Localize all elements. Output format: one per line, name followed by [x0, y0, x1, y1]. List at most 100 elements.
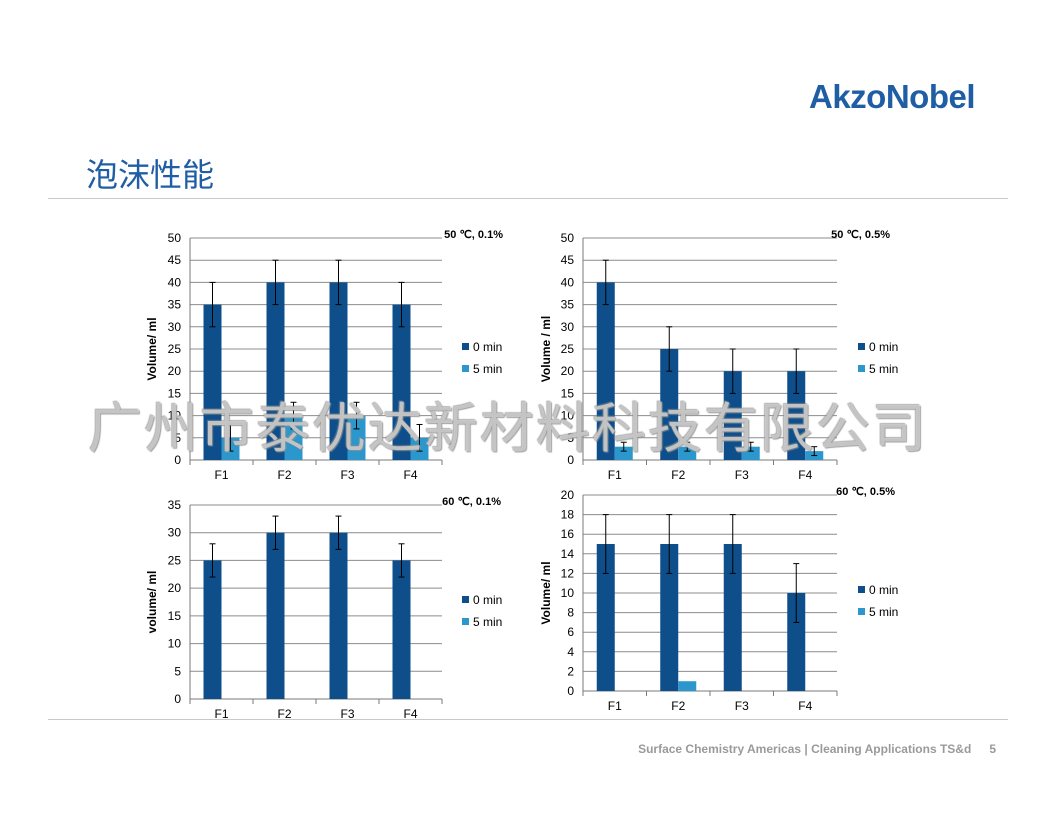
- legend-swatch: [462, 618, 469, 625]
- bar-5min-F2: [284, 415, 303, 460]
- y-axis-label: Volume/ ml: [539, 561, 553, 624]
- bar-0min-F2: [266, 532, 285, 699]
- y-axis-label: volume/ ml: [145, 571, 159, 634]
- bar-0min-F4: [787, 593, 806, 691]
- bar-5min-F3: [347, 415, 366, 460]
- y-tick-label: 18: [561, 508, 575, 522]
- x-tick-label: F3: [735, 699, 749, 713]
- y-tick-label: 14: [561, 547, 575, 561]
- x-tick-label: F4: [798, 468, 812, 482]
- y-tick-label: 50: [561, 231, 575, 245]
- y-tick-label: 25: [168, 342, 182, 356]
- x-tick-label: F1: [214, 707, 228, 721]
- bar-0min-F1: [596, 282, 615, 460]
- header-divider: [48, 198, 1008, 199]
- y-tick-label: 5: [174, 431, 181, 445]
- x-tick-label: F3: [340, 468, 354, 482]
- bar-0min-F2: [660, 349, 679, 460]
- akzonobel-logo: AkzoNobel: [808, 78, 976, 115]
- footer-divider: [48, 719, 1008, 720]
- y-tick-label: 0: [174, 453, 181, 467]
- x-tick-label: F4: [403, 468, 417, 482]
- legend-label: 0 min: [473, 593, 502, 607]
- y-tick-label: 45: [561, 253, 575, 267]
- legend-swatch: [462, 343, 469, 350]
- x-tick-label: F2: [671, 699, 685, 713]
- y-tick-label: 16: [561, 527, 575, 541]
- legend-label: 5 min: [473, 362, 502, 376]
- bar-0min-F4: [392, 304, 411, 460]
- footer: Surface Chemistry Americas | Cleaning Ap…: [638, 742, 996, 756]
- x-tick-label: F4: [798, 699, 812, 713]
- legend-swatch: [858, 365, 865, 372]
- x-tick-label: F3: [340, 707, 354, 721]
- page-number: 5: [989, 742, 996, 756]
- legend-swatch: [858, 608, 865, 615]
- legend-label: 5 min: [869, 605, 898, 619]
- y-tick-label: 25: [561, 342, 575, 356]
- y-tick-label: 2: [567, 664, 574, 678]
- y-tick-label: 0: [567, 453, 574, 467]
- y-tick-label: 25: [168, 553, 182, 567]
- y-tick-label: 20: [561, 488, 575, 502]
- bar-0min-F1: [203, 304, 222, 460]
- x-tick-label: F2: [277, 468, 291, 482]
- bar-5min-F2: [678, 681, 697, 691]
- bar-0min-F1: [596, 544, 615, 691]
- bar-0min-F3: [723, 544, 742, 691]
- x-tick-label: F2: [671, 468, 685, 482]
- legend-swatch: [858, 343, 865, 350]
- y-tick-label: 5: [174, 664, 181, 678]
- chart-title: 50 ℃, 0.5%: [831, 229, 890, 241]
- bar-5min-F2: [678, 446, 697, 460]
- legend-label: 0 min: [869, 583, 898, 597]
- y-tick-label: 30: [168, 320, 182, 334]
- y-tick-label: 15: [561, 386, 575, 400]
- y-tick-label: 15: [168, 609, 182, 623]
- legend-swatch: [462, 596, 469, 603]
- y-tick-label: 35: [168, 298, 182, 312]
- bar-0min-F2: [266, 282, 285, 460]
- y-tick-label: 15: [168, 386, 182, 400]
- x-tick-label: F1: [608, 468, 622, 482]
- page-title: 泡沫性能: [86, 156, 215, 194]
- bar-0min-F2: [660, 544, 679, 691]
- y-tick-label: 10: [561, 409, 575, 423]
- y-tick-label: 4: [567, 645, 574, 659]
- bar-0min-F1: [203, 560, 222, 699]
- bar-0min-F3: [723, 371, 742, 460]
- y-tick-label: 10: [168, 637, 182, 651]
- y-tick-label: 12: [561, 566, 575, 580]
- bar-0min-F4: [392, 560, 411, 699]
- legend-label: 0 min: [473, 340, 502, 354]
- y-tick-label: 40: [561, 275, 575, 289]
- bar-0min-F3: [329, 282, 348, 460]
- y-tick-label: 40: [168, 275, 182, 289]
- bar-5min-F1: [614, 446, 633, 460]
- y-tick-label: 8: [567, 606, 574, 620]
- y-tick-label: 30: [561, 320, 575, 334]
- y-tick-label: 20: [168, 581, 182, 595]
- y-tick-label: 35: [561, 298, 575, 312]
- legend-label: 5 min: [473, 615, 502, 629]
- x-tick-label: F2: [277, 707, 291, 721]
- y-tick-label: 0: [567, 684, 574, 698]
- chart-title: 60 ℃, 0.5%: [836, 486, 895, 498]
- footer-text: Surface Chemistry Americas | Cleaning Ap…: [638, 742, 972, 756]
- y-tick-label: 6: [567, 625, 574, 639]
- legend-swatch: [462, 365, 469, 372]
- chart-title: 60 ℃, 0.1%: [442, 496, 501, 508]
- y-tick-label: 50: [168, 231, 182, 245]
- bar-5min-F3: [741, 446, 760, 460]
- chart-title: 50 ℃, 0.1%: [444, 229, 503, 241]
- legend-label: 5 min: [869, 362, 898, 376]
- x-tick-label: F1: [608, 699, 622, 713]
- bar-0min-F3: [329, 532, 348, 699]
- legend-label: 0 min: [869, 340, 898, 354]
- y-axis-label: Volume / ml: [539, 316, 553, 382]
- x-tick-label: F3: [735, 468, 749, 482]
